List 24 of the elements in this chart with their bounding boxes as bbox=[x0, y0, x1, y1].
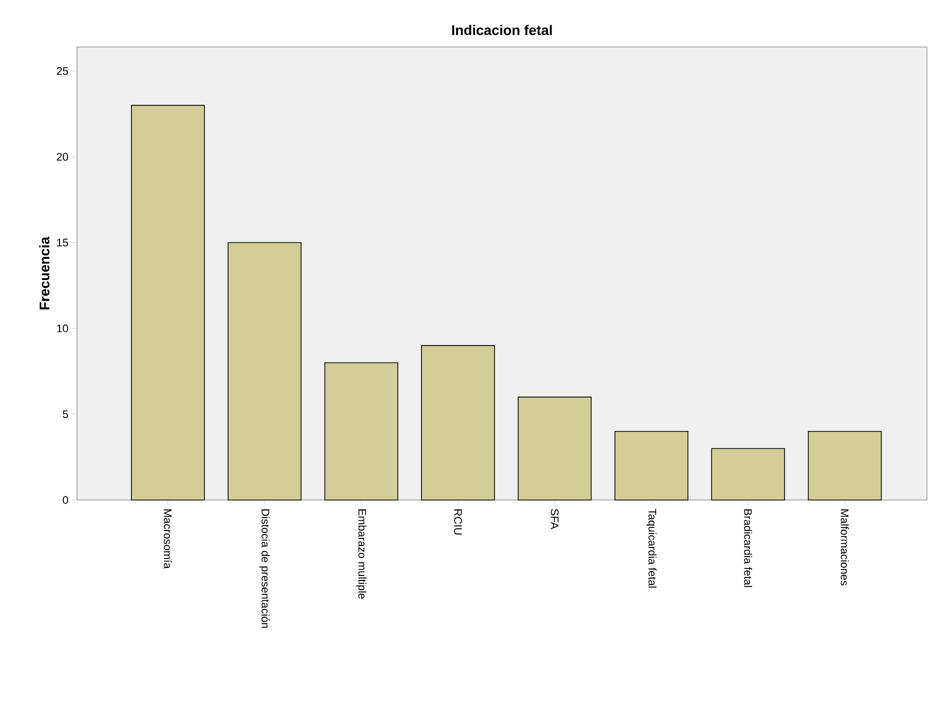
y-axis-title: Frecuencia bbox=[39, 236, 50, 310]
x-tick-label: Malformaciones bbox=[840, 509, 849, 586]
y-tick-label: 15 bbox=[57, 238, 68, 246]
x-tick-label: Bradicardia fetal bbox=[744, 509, 752, 587]
x-tick-label: Taquicardia fetal bbox=[646, 508, 657, 588]
bar bbox=[808, 430, 882, 500]
bar bbox=[228, 242, 302, 500]
bar bbox=[131, 104, 205, 500]
y-tick-label: 0 bbox=[62, 496, 68, 504]
x-tick-label: SFA bbox=[550, 509, 559, 530]
y-tick-label: 25 bbox=[56, 67, 68, 75]
chart-title: Indicacion fetal bbox=[452, 24, 552, 36]
x-tick-label: Embarazo multiple bbox=[356, 509, 366, 599]
y-tick-label: 20 bbox=[56, 152, 68, 161]
y-tick-label: 10 bbox=[57, 324, 68, 332]
bar bbox=[324, 362, 398, 500]
bar bbox=[421, 345, 495, 500]
bar bbox=[711, 448, 786, 500]
x-tick-label: Distocia de presentación bbox=[259, 509, 270, 628]
x-tick-label: Macrosomía bbox=[164, 509, 172, 569]
bar bbox=[614, 430, 688, 500]
bar bbox=[518, 396, 592, 500]
y-tick-label: 5 bbox=[62, 410, 68, 418]
x-tick-label: RCIU bbox=[454, 509, 462, 534]
